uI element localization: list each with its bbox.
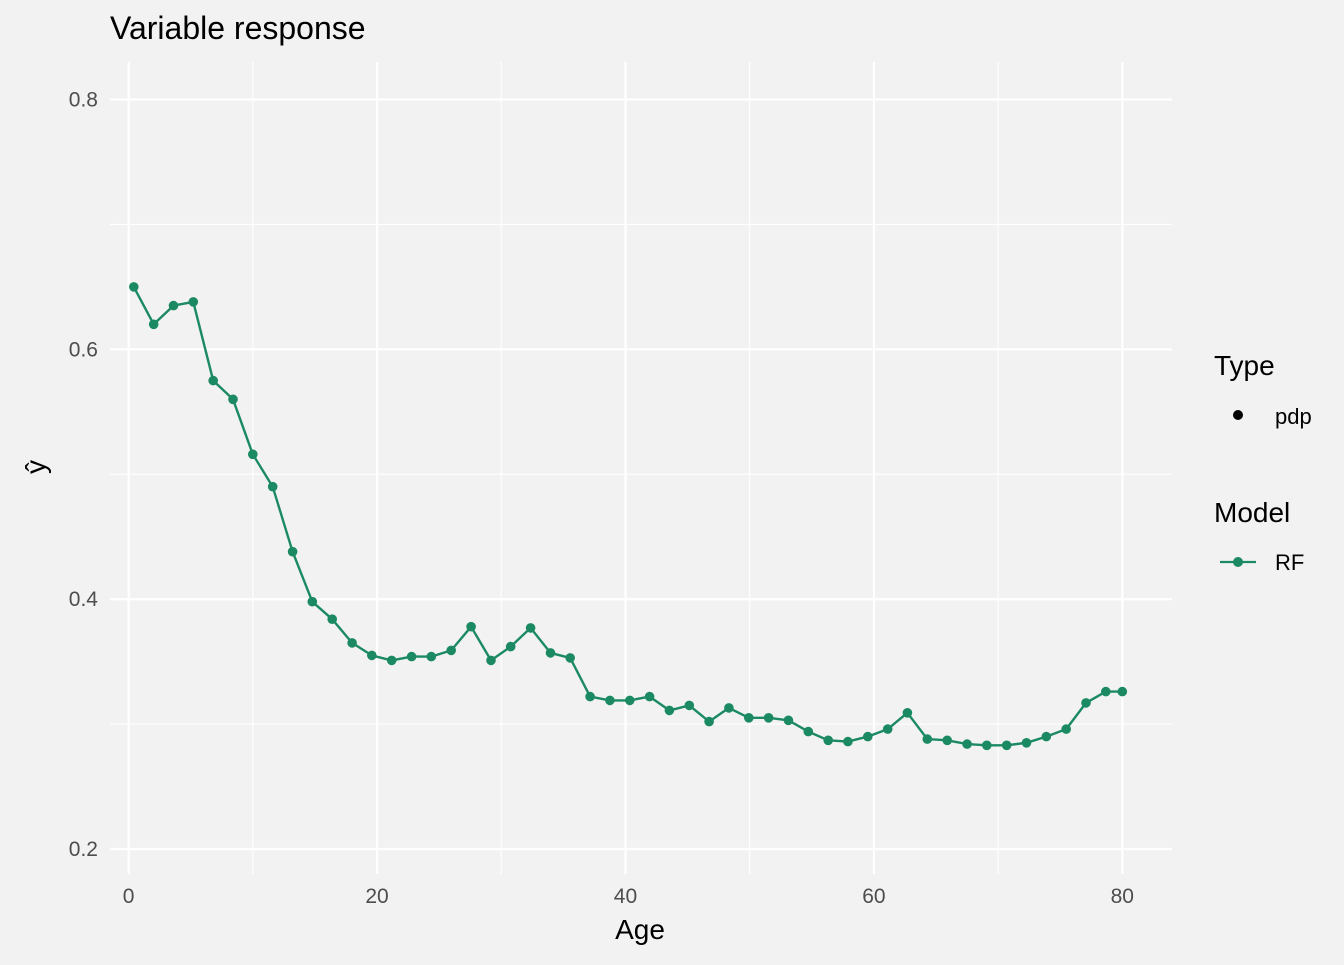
x-tick-label: 40 bbox=[614, 885, 637, 908]
data-point bbox=[1117, 686, 1128, 697]
y-tick-label: 0.8 bbox=[69, 88, 98, 111]
data-point bbox=[803, 726, 814, 737]
data-point bbox=[307, 596, 318, 607]
grid-minor bbox=[110, 62, 1172, 874]
series-layer bbox=[129, 282, 1128, 751]
data-point bbox=[545, 648, 556, 658]
x-tick-label: 20 bbox=[365, 885, 388, 908]
data-point bbox=[168, 300, 179, 311]
data-point bbox=[525, 623, 536, 633]
data-point bbox=[347, 638, 357, 648]
data-point bbox=[783, 715, 794, 726]
y-axis-label: ŷ bbox=[20, 460, 51, 474]
x-tick-labels: 0 20 40 60 80 bbox=[123, 885, 1134, 908]
y-tick-labels: 0.2 0.4 0.6 0.8 bbox=[69, 88, 99, 861]
data-point bbox=[1041, 731, 1052, 742]
legend-pdp-key bbox=[1233, 410, 1243, 420]
data-point bbox=[744, 713, 754, 723]
grid-major bbox=[110, 62, 1172, 874]
data-point bbox=[882, 724, 893, 734]
data-point bbox=[664, 705, 675, 716]
legend-type-title: Type bbox=[1214, 350, 1275, 381]
data-point bbox=[763, 713, 774, 723]
data-point bbox=[1101, 686, 1111, 697]
y-tick-label: 0.6 bbox=[69, 338, 98, 361]
data-point bbox=[426, 651, 437, 662]
data-point bbox=[446, 645, 457, 656]
data-point bbox=[585, 691, 595, 702]
data-point bbox=[605, 695, 615, 706]
data-point bbox=[823, 735, 833, 746]
series-line-rf bbox=[132, 286, 1123, 747]
data-point bbox=[248, 449, 258, 460]
data-point bbox=[644, 691, 655, 702]
data-point bbox=[129, 282, 139, 292]
y-tick-label: 0.2 bbox=[69, 838, 98, 861]
data-point bbox=[962, 739, 972, 749]
x-axis-label: Age bbox=[615, 914, 665, 945]
data-point bbox=[486, 655, 496, 666]
data-point bbox=[1061, 724, 1071, 734]
data-point bbox=[1001, 740, 1012, 751]
legend-rf-label: RF bbox=[1275, 550, 1304, 575]
legend: Type pdp Model RF bbox=[1214, 350, 1312, 575]
data-point bbox=[505, 641, 516, 652]
data-point bbox=[625, 695, 635, 706]
data-point bbox=[386, 655, 397, 666]
legend-model-title: Model bbox=[1214, 497, 1290, 528]
data-point bbox=[684, 700, 695, 711]
data-point bbox=[327, 614, 338, 624]
data-point bbox=[1081, 698, 1091, 708]
data-point bbox=[843, 736, 853, 747]
y-tick-label: 0.4 bbox=[69, 588, 99, 611]
data-point bbox=[287, 546, 298, 557]
data-point bbox=[902, 708, 913, 718]
chart-title: Variable response bbox=[110, 10, 366, 46]
x-tick-label: 60 bbox=[862, 885, 885, 908]
data-point bbox=[228, 394, 238, 405]
data-point bbox=[565, 653, 575, 663]
data-point bbox=[208, 375, 218, 386]
data-point bbox=[367, 650, 377, 661]
data-point bbox=[188, 297, 199, 307]
data-point bbox=[942, 735, 952, 746]
data-point bbox=[982, 740, 992, 751]
x-tick-label: 80 bbox=[1111, 885, 1134, 908]
data-point bbox=[466, 621, 476, 632]
legend-pdp-label: pdp bbox=[1275, 404, 1312, 429]
data-point bbox=[1021, 738, 1032, 748]
x-tick-label: 0 bbox=[123, 885, 135, 908]
data-point bbox=[406, 651, 417, 662]
data-point bbox=[267, 481, 278, 492]
legend-rf-key-point bbox=[1233, 557, 1243, 567]
data-point bbox=[863, 731, 873, 742]
data-point bbox=[148, 319, 159, 330]
data-point bbox=[704, 716, 714, 727]
data-point bbox=[724, 703, 734, 713]
data-point bbox=[922, 734, 933, 744]
